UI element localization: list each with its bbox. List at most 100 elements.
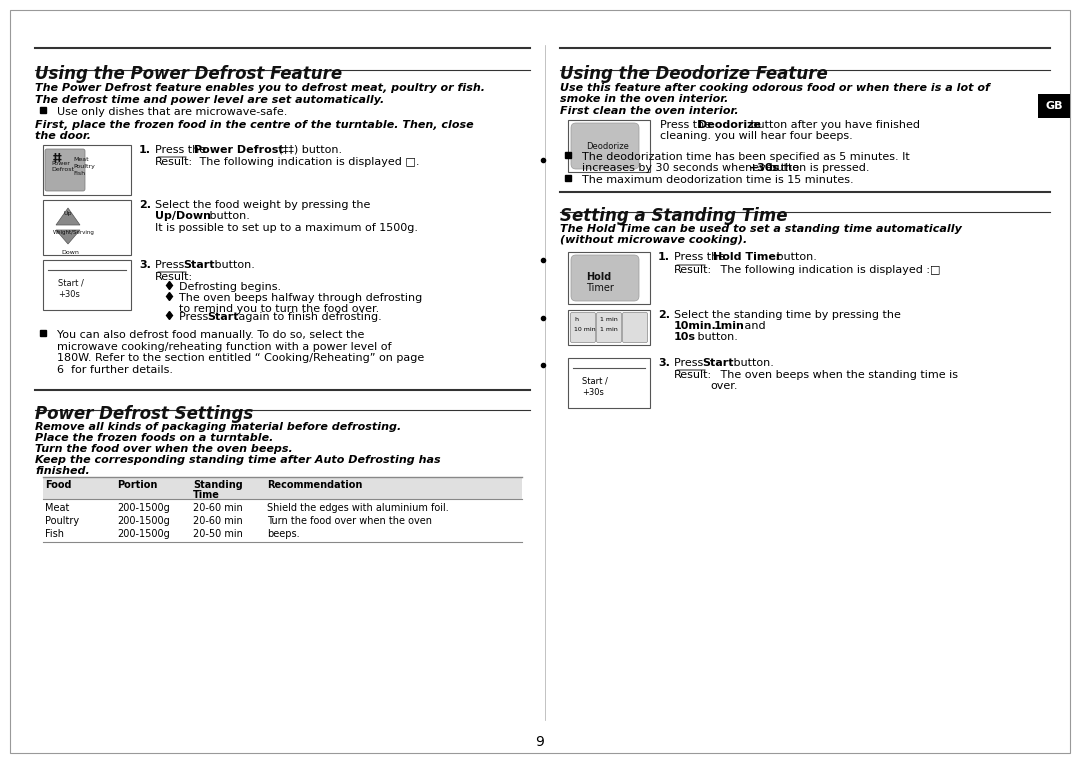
Text: First, place the frozen food in the centre of the turntable. Then, close: First, place the frozen food in the cent… bbox=[35, 120, 474, 130]
Text: Press the: Press the bbox=[674, 252, 729, 262]
Text: increases by 30 seconds whenever the: increases by 30 seconds whenever the bbox=[582, 163, 802, 173]
Text: The oven beeps halfway through defrosting: The oven beeps halfway through defrostin… bbox=[179, 293, 422, 303]
Text: The deodorization time has been specified as 5 minutes. It: The deodorization time has been specifie… bbox=[582, 152, 909, 162]
Text: Deodorize: Deodorize bbox=[586, 142, 629, 151]
Text: Deodorize: Deodorize bbox=[698, 120, 761, 130]
Polygon shape bbox=[56, 208, 80, 225]
Text: (without microwave cooking).: (without microwave cooking). bbox=[561, 235, 747, 245]
Text: Start: Start bbox=[183, 260, 215, 270]
Text: Down: Down bbox=[176, 211, 211, 221]
Bar bbox=[568, 252, 650, 304]
FancyBboxPatch shape bbox=[622, 313, 648, 343]
Text: The Power Defrost feature enables you to defrost meat, poultry or fish.: The Power Defrost feature enables you to… bbox=[35, 83, 485, 93]
Bar bbox=[568, 310, 650, 345]
FancyBboxPatch shape bbox=[571, 123, 639, 169]
Text: 3.: 3. bbox=[139, 260, 151, 270]
Text: Time: Time bbox=[193, 490, 220, 500]
Bar bbox=[43, 145, 131, 195]
Text: button.: button. bbox=[206, 211, 249, 221]
Text: Timer: Timer bbox=[586, 283, 613, 293]
Bar bbox=[43, 477, 522, 499]
Text: beeps.: beeps. bbox=[267, 529, 299, 539]
Text: h: h bbox=[573, 317, 578, 322]
FancyBboxPatch shape bbox=[570, 313, 595, 343]
Text: Result:: Result: bbox=[674, 370, 712, 380]
Text: (‡‡) button.: (‡‡) button. bbox=[275, 145, 342, 155]
Text: 1.: 1. bbox=[139, 145, 151, 155]
Text: finished.: finished. bbox=[35, 466, 90, 476]
FancyBboxPatch shape bbox=[45, 149, 85, 191]
FancyBboxPatch shape bbox=[596, 313, 621, 343]
Bar bbox=[43, 200, 131, 255]
Text: Hold: Hold bbox=[586, 272, 611, 282]
Text: 2.: 2. bbox=[658, 310, 670, 320]
Text: It is possible to set up to a maximum of 1500g.: It is possible to set up to a maximum of… bbox=[156, 223, 418, 233]
Bar bbox=[1038, 94, 1070, 118]
Text: Power Defrost Settings: Power Defrost Settings bbox=[35, 405, 253, 423]
Text: Use this feature after cooking odorous food or when there is a lot of: Use this feature after cooking odorous f… bbox=[561, 83, 990, 93]
Text: button.: button. bbox=[211, 260, 255, 270]
Text: Start: Start bbox=[207, 312, 239, 322]
Text: 200-1500g: 200-1500g bbox=[117, 516, 170, 526]
Text: Poultry: Poultry bbox=[45, 516, 79, 526]
Text: 1.: 1. bbox=[658, 252, 670, 262]
Text: button.: button. bbox=[694, 332, 738, 342]
Text: Remove all kinds of packaging material before defrosting.: Remove all kinds of packaging material b… bbox=[35, 422, 402, 432]
Bar bbox=[43, 260, 131, 310]
Text: and: and bbox=[741, 321, 766, 331]
Text: Setting a Standing Time: Setting a Standing Time bbox=[561, 207, 787, 225]
Text: Press: Press bbox=[179, 312, 212, 322]
Text: Portion: Portion bbox=[117, 480, 158, 490]
Text: Select the standing time by pressing the: Select the standing time by pressing the bbox=[674, 310, 904, 320]
Text: Use only dishes that are microwave-safe.: Use only dishes that are microwave-safe. bbox=[57, 107, 287, 117]
Text: 10 min: 10 min bbox=[573, 327, 596, 332]
Text: Select the food weight by pressing the: Select the food weight by pressing the bbox=[156, 200, 374, 210]
Text: 20-60 min: 20-60 min bbox=[193, 503, 243, 513]
Text: Weight/Serving: Weight/Serving bbox=[53, 230, 95, 235]
Text: 3.: 3. bbox=[658, 358, 670, 368]
Text: 200-1500g: 200-1500g bbox=[117, 503, 170, 513]
Text: over.: over. bbox=[710, 381, 738, 391]
Text: 1min: 1min bbox=[714, 321, 745, 331]
Text: the door.: the door. bbox=[35, 131, 91, 141]
Text: Using the Power Defrost Feature: Using the Power Defrost Feature bbox=[35, 65, 342, 83]
Bar bbox=[568, 358, 650, 408]
Text: Result:: Result: bbox=[156, 272, 193, 282]
Text: 20-50 min: 20-50 min bbox=[193, 529, 243, 539]
Text: 2.: 2. bbox=[139, 200, 151, 210]
Text: 10s: 10s bbox=[674, 332, 696, 342]
Text: Press the: Press the bbox=[156, 145, 210, 155]
Text: to remind you to turn the food over.: to remind you to turn the food over. bbox=[179, 304, 379, 314]
Text: Standing: Standing bbox=[193, 480, 243, 490]
Bar bbox=[568, 120, 650, 172]
Text: Place the frozen foods on a turntable.: Place the frozen foods on a turntable. bbox=[35, 433, 273, 443]
Text: 10min.: 10min. bbox=[674, 321, 717, 331]
Text: Defrosting begins.: Defrosting begins. bbox=[179, 282, 281, 292]
Text: Meat: Meat bbox=[45, 503, 69, 513]
Text: smoke in the oven interior.: smoke in the oven interior. bbox=[561, 94, 728, 104]
Text: +30s: +30s bbox=[748, 163, 780, 173]
Text: GB: GB bbox=[1045, 101, 1063, 111]
Text: Power Defrost: Power Defrost bbox=[194, 145, 284, 155]
Text: ‡‡: ‡‡ bbox=[53, 153, 63, 163]
Text: 1 min: 1 min bbox=[600, 317, 618, 322]
Text: The Hold Time can be used to set a standing time automatically: The Hold Time can be used to set a stand… bbox=[561, 224, 962, 234]
Text: Down: Down bbox=[60, 250, 79, 255]
Text: Using the Deodorize Feature: Using the Deodorize Feature bbox=[561, 65, 827, 83]
Text: Fish: Fish bbox=[73, 171, 85, 176]
Text: Hold Timer: Hold Timer bbox=[713, 252, 781, 262]
Text: Press: Press bbox=[674, 358, 706, 368]
Text: button.: button. bbox=[730, 358, 774, 368]
Text: button after you have finished: button after you have finished bbox=[747, 120, 920, 130]
Text: Keep the corresponding standing time after Auto Defrosting has: Keep the corresponding standing time aft… bbox=[35, 455, 441, 465]
Text: +30s: +30s bbox=[582, 388, 604, 397]
Text: You can also defrost food manually. To do so, select the
microwave cooking/rehea: You can also defrost food manually. To d… bbox=[57, 330, 424, 375]
Text: Press the: Press the bbox=[660, 120, 715, 130]
Text: Power: Power bbox=[51, 161, 70, 166]
Text: Result:: Result: bbox=[156, 157, 193, 167]
Text: cleaning. you will hear four beeps.: cleaning. you will hear four beeps. bbox=[660, 131, 853, 141]
Text: Food: Food bbox=[45, 480, 71, 490]
Text: button is pressed.: button is pressed. bbox=[767, 163, 870, 173]
Text: button.: button. bbox=[773, 252, 816, 262]
Text: The maximum deodorization time is 15 minutes.: The maximum deodorization time is 15 min… bbox=[582, 175, 853, 185]
